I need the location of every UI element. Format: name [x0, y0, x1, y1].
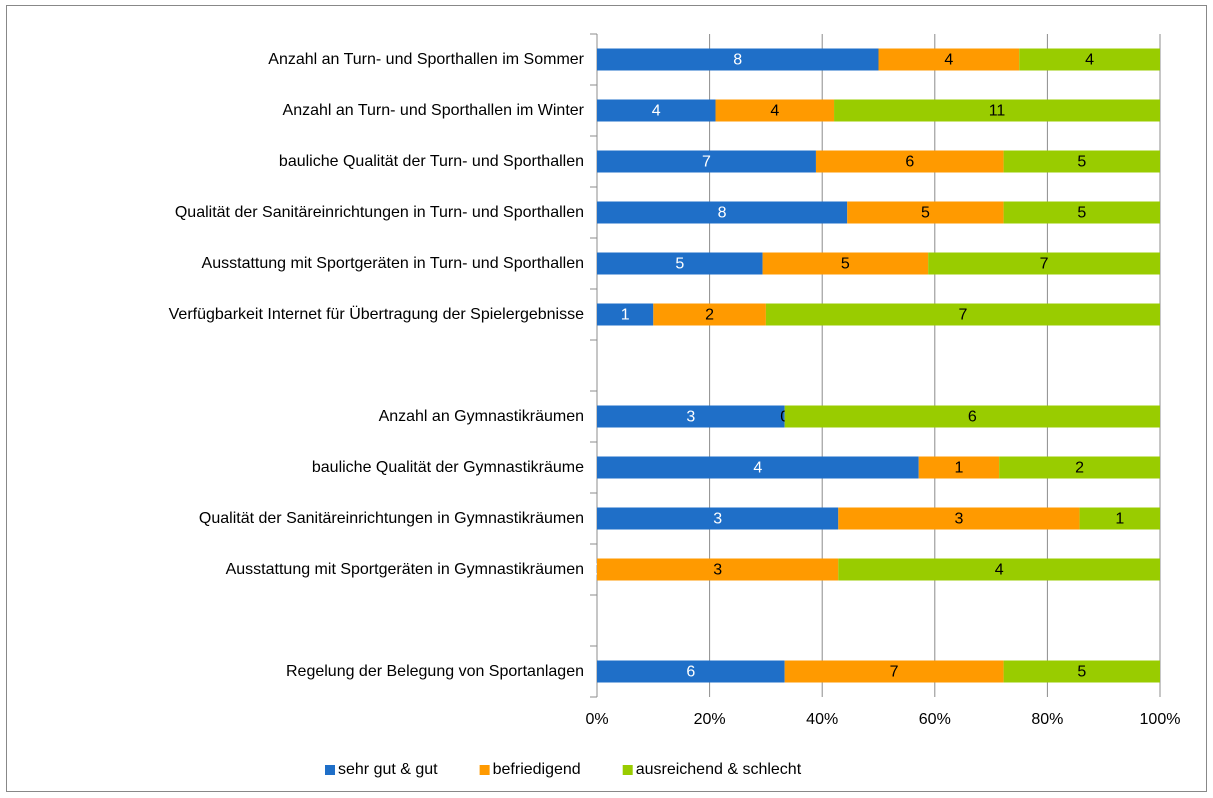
y-tick-label: Anzahl an Gymnastikräumen: [378, 407, 584, 425]
data-label: 3: [713, 562, 722, 579]
y-tick-label: bauliche Qualität der Turn- und Sporthal…: [278, 152, 584, 170]
bar: [597, 48, 879, 71]
bar: [597, 303, 654, 326]
data-label: 5: [1077, 154, 1086, 171]
x-tick-label: 80%: [1031, 711, 1063, 728]
bar: [762, 252, 929, 275]
bar: [784, 660, 1004, 683]
legend-swatch: [325, 765, 335, 775]
bar: [847, 201, 1004, 224]
y-tick-label: Qualität der Sanitäreinrichtungen in Tur…: [174, 203, 584, 221]
bar: [815, 150, 1004, 173]
data-label: 3: [713, 511, 722, 528]
data-label: 7: [890, 664, 899, 681]
legend-label: sehr gut & gut: [338, 761, 438, 778]
data-label: 4: [753, 460, 762, 477]
data-label: 8: [718, 205, 727, 222]
bar: [597, 405, 785, 428]
bar: [597, 660, 785, 683]
data-label: 6: [968, 409, 977, 426]
bar: [765, 303, 1160, 326]
legend-swatch: [622, 765, 633, 775]
data-label: 5: [675, 256, 684, 273]
y-tick-label: Ausstattung mit Sportgeräten in Gymnasti…: [225, 560, 584, 578]
data-label: 3: [686, 409, 695, 426]
data-label: 4: [652, 103, 661, 120]
bar: [653, 303, 766, 326]
y-tick-label: Anzahl an Turn- und Sporthallen im Winte…: [282, 101, 584, 119]
data-label: 7: [958, 307, 967, 324]
x-tick-label: 0%: [585, 711, 608, 728]
data-label: 4: [770, 103, 779, 120]
y-tick-label: Qualität der Sanitäreinrichtungen in Gym…: [198, 509, 584, 527]
bar: [597, 507, 839, 530]
data-label: 1: [954, 460, 963, 477]
bar: [1003, 201, 1160, 224]
bar: [918, 456, 1000, 479]
bar: [597, 252, 763, 275]
bar: [597, 456, 919, 479]
data-label: 5: [1077, 205, 1086, 222]
bar: [878, 48, 1020, 71]
legend-label: befriedigend: [493, 761, 581, 778]
frame: [6, 5, 1207, 792]
bar: [597, 201, 848, 224]
x-tick-label: 40%: [806, 711, 838, 728]
data-label: 1: [1115, 511, 1124, 528]
bar: [999, 456, 1160, 479]
data-label: 4: [944, 52, 953, 69]
data-label: 6: [905, 154, 914, 171]
data-label: 8: [733, 52, 742, 69]
bar: [597, 150, 816, 173]
data-label: 4: [995, 562, 1004, 579]
legend-label: ausreichend & schlecht: [636, 761, 802, 778]
data-label: 7: [1040, 256, 1049, 273]
y-tick-label: Regelung der Belegung von Sportanlagen: [285, 662, 584, 680]
data-label: 6: [686, 664, 695, 681]
data-label: 4: [1085, 52, 1094, 69]
x-tick-label: 20%: [694, 711, 726, 728]
bar: [597, 558, 839, 581]
bar: [1003, 150, 1160, 173]
data-label: 3: [954, 511, 963, 528]
data-label: 5: [1077, 664, 1086, 681]
bar: [715, 99, 835, 122]
data-label: 5: [921, 205, 930, 222]
bar: [928, 252, 1160, 275]
bar: [1079, 507, 1160, 530]
y-tick-label: bauliche Qualität der Gymnastikräume: [311, 458, 584, 476]
data-label: 7: [702, 154, 711, 171]
data-label: 2: [705, 307, 714, 324]
bar: [834, 99, 1160, 122]
bar: [1003, 660, 1160, 683]
bar: [597, 99, 716, 122]
data-label: 11: [989, 103, 1006, 120]
x-tick-label: 60%: [919, 711, 951, 728]
y-tick-label: Anzahl an Turn- und Sporthallen im Somme…: [268, 50, 584, 68]
y-tick-label: Ausstattung mit Sportgeräten in Turn- un…: [201, 254, 584, 272]
bar: [1019, 48, 1160, 71]
bar: [838, 558, 1160, 581]
data-label: 2: [1075, 460, 1084, 477]
bar: [838, 507, 1080, 530]
x-tick-label: 100%: [1140, 711, 1181, 728]
data-label: 5: [841, 256, 850, 273]
bar: [784, 405, 1160, 428]
y-tick-label: Verfügbarkeit Internet für Übertragung d…: [168, 305, 584, 323]
data-label: 1: [621, 307, 630, 324]
legend-swatch: [479, 765, 490, 775]
